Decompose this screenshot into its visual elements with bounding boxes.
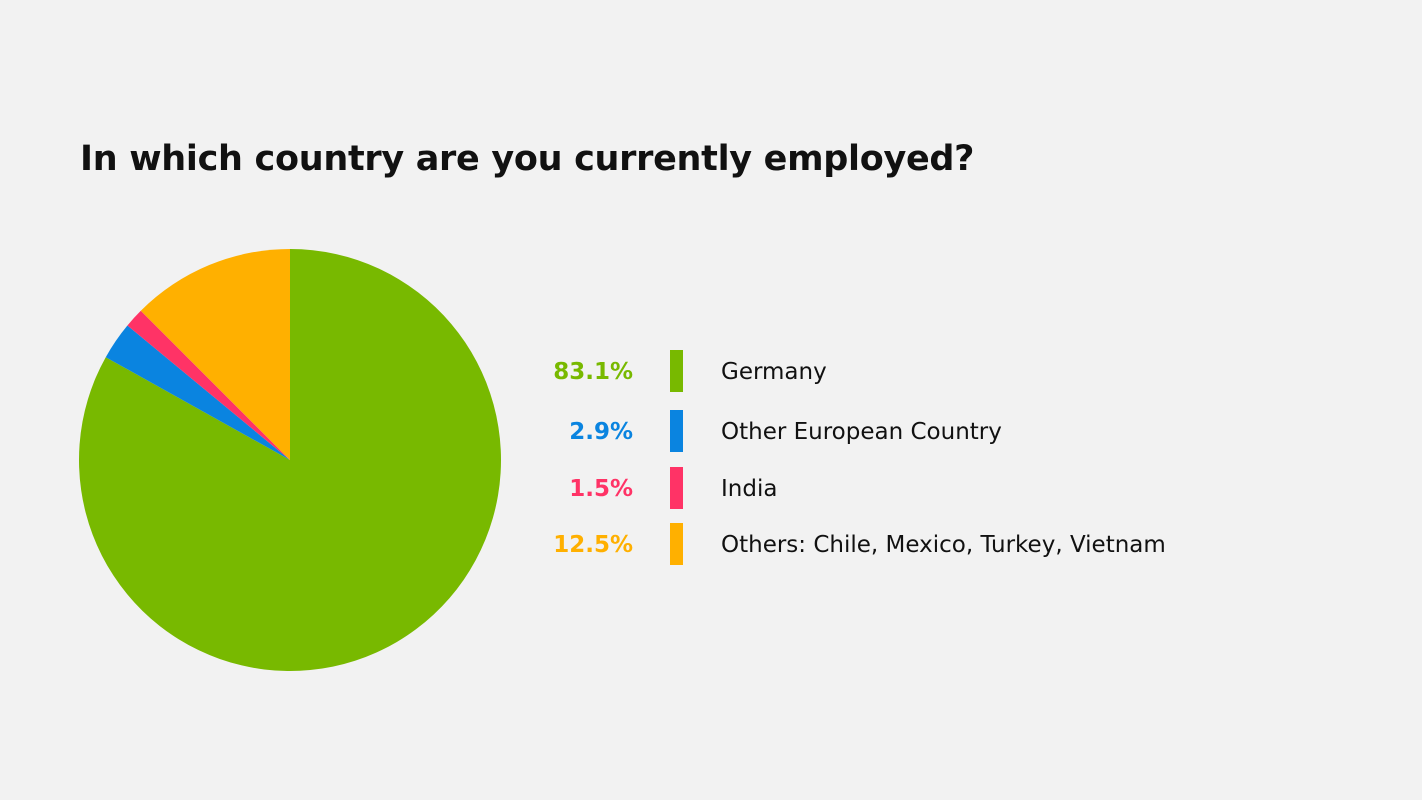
pie-chart: [78, 249, 501, 671]
legend-item: 2.9% Other European Country: [520, 410, 1320, 454]
legend-percentage: 2.9%: [569, 419, 633, 445]
legend-label: India: [721, 476, 778, 502]
legend-swatch: [670, 523, 683, 565]
pie-slice-others-chile-mexico-turkey-vietnam: [140, 249, 290, 460]
legend-item: 83.1% Germany: [520, 350, 1320, 394]
legend-item: 12.5% Others: Chile, Mexico, Turkey, Viet…: [520, 523, 1320, 567]
legend-label: Germany: [721, 359, 827, 385]
legend-item: 1.5% India: [520, 467, 1320, 511]
pie-slice-other-european-country: [105, 325, 290, 460]
chart-title: In which country are you currently emplo…: [80, 139, 975, 179]
legend-label: Others: Chile, Mexico, Turkey, Vietnam: [721, 532, 1166, 558]
legend-percentage: 12.5%: [553, 532, 633, 558]
legend-swatch: [670, 410, 683, 452]
pie-slice-germany: [78, 249, 501, 671]
legend-percentage: 1.5%: [569, 476, 633, 502]
legend-swatch: [670, 467, 683, 509]
pie-slice-india: [127, 310, 290, 460]
legend-percentage: 83.1%: [553, 359, 633, 385]
legend-label: Other European Country: [721, 419, 1002, 445]
legend-swatch: [670, 350, 683, 392]
